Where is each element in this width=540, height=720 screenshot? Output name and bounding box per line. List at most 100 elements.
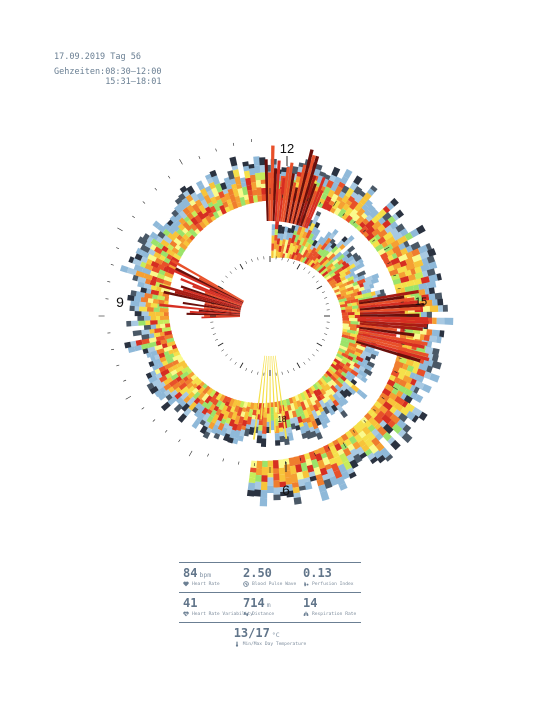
spiral-bar <box>304 251 311 259</box>
spiral-bar <box>186 212 195 220</box>
spiral-bar <box>409 384 416 393</box>
spiral-bar <box>182 301 241 312</box>
spiral-bar <box>335 278 342 284</box>
spiral-bar <box>362 358 369 365</box>
spiral-bar <box>202 385 211 395</box>
spiral-bar <box>293 497 302 505</box>
spiral-bar <box>208 181 217 190</box>
spiral-bar <box>365 219 375 230</box>
spiral-bar <box>227 411 234 419</box>
spiral-bar <box>328 278 336 285</box>
spiral-bar <box>328 388 336 396</box>
spiral-bar <box>194 199 203 208</box>
spiral-bar <box>212 398 219 406</box>
spiral-bar <box>332 272 341 280</box>
spiral-bar <box>367 204 376 213</box>
spiral-bar <box>163 350 170 357</box>
spiral-bar <box>137 315 145 321</box>
tick-mark <box>372 239 376 242</box>
spiral-svg: 12 15 18 9 6 <box>98 139 454 507</box>
spiral-bar <box>355 348 364 355</box>
spiral-bar <box>367 452 376 461</box>
spiral-bar <box>405 251 414 260</box>
spiral-bar <box>267 460 274 467</box>
spiral-bar <box>215 408 222 416</box>
spiral-bar <box>356 207 366 218</box>
spiral-bar <box>150 289 160 296</box>
spiral-bar <box>163 275 173 283</box>
spiral-bar <box>273 480 280 488</box>
tick-mark <box>303 267 306 271</box>
spiral-bar <box>158 299 165 305</box>
stat-respiration-rate: 14 Respiration Rate <box>299 593 359 617</box>
spiral-bar <box>324 262 331 268</box>
spiral-bar <box>213 432 221 440</box>
spiral-bar <box>196 192 206 202</box>
spiral-bar <box>209 288 243 305</box>
spiral-bar <box>364 448 373 457</box>
spiral-bar <box>335 251 343 259</box>
spiral-bar <box>386 397 397 408</box>
tick-mark <box>314 452 316 456</box>
spiral-bar <box>167 395 178 406</box>
spiral-bar <box>261 475 268 483</box>
spiral-bar <box>178 241 188 251</box>
spiral-bar <box>274 234 278 241</box>
tick-mark <box>292 367 295 371</box>
spiral-bar <box>404 370 412 378</box>
spiral-bar <box>431 348 440 356</box>
spiral-bar <box>203 306 241 313</box>
spiral-bar <box>153 332 161 338</box>
spiral-bar <box>410 268 417 276</box>
spiral-bar <box>176 370 184 377</box>
spiral-bar <box>382 431 393 442</box>
spiral-bar <box>190 374 198 381</box>
spiral-bar <box>310 430 317 438</box>
spiral-bar <box>313 466 322 476</box>
spiral-bar <box>154 389 163 398</box>
spiral-bar <box>145 302 152 308</box>
spiral-bar <box>418 411 428 421</box>
spiral-bar <box>135 291 145 298</box>
spiral-bar <box>291 396 297 403</box>
spiral-bar <box>222 410 230 421</box>
spiral-bar <box>328 475 339 487</box>
spiral-bar <box>354 201 364 213</box>
spiral-bar <box>350 298 359 304</box>
spiral-bar <box>201 392 210 402</box>
spiral-bar <box>381 387 392 397</box>
stat-label: Perfusion Index <box>312 581 354 587</box>
spiral-bar <box>322 256 329 262</box>
spiral-bar <box>160 339 168 345</box>
spiral-bar <box>359 322 423 331</box>
spiral-bar <box>252 189 258 196</box>
spiral-bar <box>271 243 275 251</box>
spiral-bar <box>351 357 359 364</box>
spiral-bar <box>191 419 201 429</box>
spiral-bar <box>347 386 357 396</box>
spiral-bar <box>246 401 252 408</box>
spiral-bar <box>213 202 221 212</box>
spiral-bar <box>353 362 361 370</box>
spiral-bar <box>376 425 388 437</box>
spiral-bar <box>313 228 321 237</box>
spiral-bar <box>352 423 363 435</box>
spiral-bar <box>153 307 160 313</box>
spiral-bar <box>274 220 280 230</box>
spiral-bar <box>311 235 317 242</box>
spiral-bar <box>154 257 164 265</box>
spiral-bar <box>363 368 373 377</box>
spiral-bar <box>199 425 208 435</box>
spiral-bar <box>334 267 343 275</box>
spiral-bar <box>187 391 195 399</box>
tick-mark <box>363 419 367 423</box>
spiral-bar <box>132 330 142 337</box>
spiral-bar <box>134 305 140 312</box>
spiral-bar <box>166 248 176 257</box>
spiral-bar <box>327 441 335 448</box>
stats-row-1: 84 bpm Heart Rate 2.50 Blood Pulse Wave 0… <box>179 563 361 592</box>
spiral-bar <box>312 252 320 262</box>
spiral-bar <box>302 409 310 419</box>
spiral-bar <box>337 208 347 218</box>
spiral-bar <box>196 412 206 423</box>
